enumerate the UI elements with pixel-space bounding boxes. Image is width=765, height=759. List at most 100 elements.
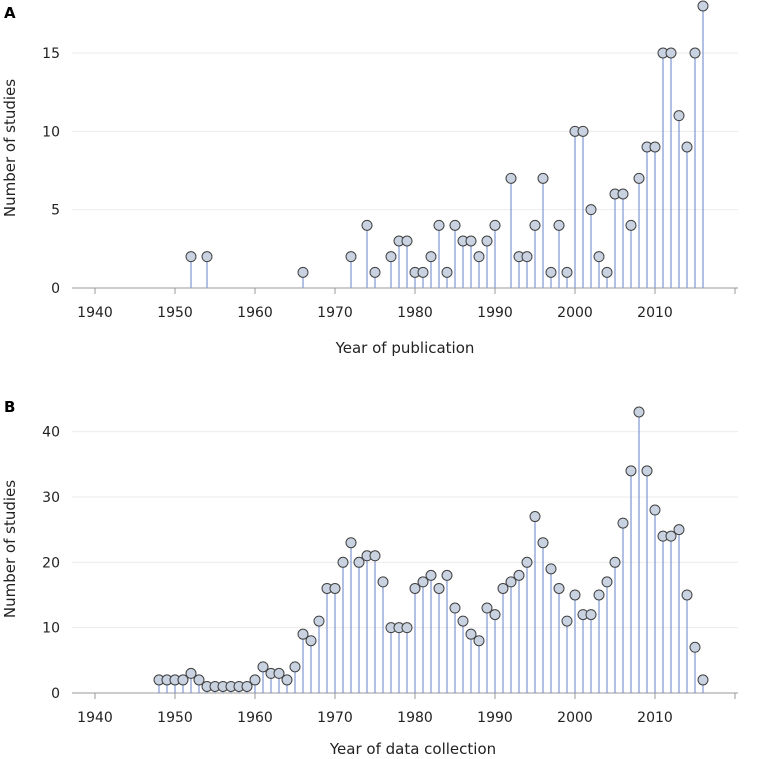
- data-point-1959: [241, 680, 253, 692]
- data-point-1974: [361, 219, 373, 231]
- data-point-1954: [201, 251, 213, 263]
- data-point-1996: [537, 537, 549, 549]
- data-point-1952: [185, 251, 197, 263]
- data-point-1952: [185, 667, 197, 679]
- panel-b-label: B: [4, 398, 15, 416]
- data-point-1997: [545, 266, 557, 278]
- x-tick-label-1990: 1990: [477, 305, 513, 321]
- panel-b-x-ticks: 1940 1950 1960 1970 1980 1990 2000 2010: [77, 693, 736, 726]
- data-point-1980: [409, 582, 421, 594]
- data-point-2012: [665, 530, 677, 542]
- data-point-2006: [617, 188, 629, 200]
- data-point-1996: [537, 172, 549, 184]
- data-point-2000: [569, 589, 581, 601]
- data-point-1972: [345, 537, 357, 549]
- data-point-2002: [585, 204, 597, 216]
- data-point-1997: [545, 563, 557, 575]
- data-point-2007: [625, 219, 637, 231]
- data-point-2013: [673, 524, 685, 536]
- data-point-1976: [377, 576, 389, 588]
- panel-a: A 1940 1950 1960 1970 1980 1990 2000 2010 0 5 10 1…: [1, 0, 738, 357]
- data-point-1987: [465, 235, 477, 247]
- panel-a-y-axis-title: Number of studies: [1, 79, 19, 217]
- data-point-2002: [585, 609, 597, 621]
- data-point-1985: [449, 602, 461, 614]
- data-point-1989: [481, 235, 493, 247]
- data-point-2010: [649, 141, 661, 153]
- data-point-1999: [561, 615, 573, 627]
- data-point-1981: [417, 266, 429, 278]
- panel-b-gridlines: [72, 431, 738, 629]
- data-point-1983: [433, 219, 445, 231]
- data-point-1970: [329, 582, 341, 594]
- data-point-2010: [649, 504, 661, 516]
- data-point-1979: [401, 622, 413, 634]
- data-point-1986: [457, 615, 469, 627]
- x-tick-label-1950: 1950: [157, 710, 193, 726]
- panel-a-x-axis-title: Year of publication: [335, 339, 475, 357]
- data-point-1973: [353, 556, 365, 568]
- y-tick-label-15: 15: [42, 46, 60, 62]
- data-point-1975: [369, 266, 381, 278]
- y-tick-label-5: 5: [51, 203, 60, 219]
- data-point-1972: [345, 251, 357, 263]
- panel-a-y-ticks: 0 5 10 15: [42, 46, 60, 297]
- data-point-1975: [369, 550, 381, 562]
- panel-a-gridlines: [72, 52, 738, 211]
- data-point-2004: [601, 576, 613, 588]
- data-point-1995: [529, 511, 541, 523]
- y-tick-label-10: 10: [42, 621, 60, 637]
- data-point-1992: [505, 576, 517, 588]
- x-tick-label-2010: 2010: [637, 710, 673, 726]
- data-point-1993: [513, 569, 525, 581]
- data-point-1998: [553, 582, 565, 594]
- data-point-1963: [273, 667, 285, 679]
- data-point-1994: [521, 556, 533, 568]
- data-point-1961: [257, 661, 269, 673]
- data-point-1991: [497, 582, 509, 594]
- x-tick-label-1970: 1970: [317, 710, 353, 726]
- panel-a-stems: [185, 0, 709, 288]
- x-tick-label-2000: 2000: [557, 710, 593, 726]
- data-point-1979: [401, 235, 413, 247]
- data-point-2013: [673, 110, 685, 122]
- y-tick-label-20: 20: [42, 555, 60, 571]
- data-point-1988: [473, 251, 485, 263]
- data-point-1999: [561, 266, 573, 278]
- data-point-1990: [489, 609, 501, 621]
- data-point-1987: [465, 628, 477, 640]
- x-tick-label-1980: 1980: [397, 305, 433, 321]
- data-point-1992: [505, 172, 517, 184]
- x-tick-label-1960: 1960: [237, 305, 273, 321]
- data-point-1989: [481, 602, 493, 614]
- data-point-1984: [441, 266, 453, 278]
- x-tick-label-1960: 1960: [237, 710, 273, 726]
- x-tick-label-2010: 2010: [637, 305, 673, 321]
- data-point-1977: [385, 251, 397, 263]
- data-point-2009: [641, 465, 653, 477]
- data-point-1988: [473, 635, 485, 647]
- panel-b-x-axis-title: Year of data collection: [329, 740, 496, 758]
- data-point-1965: [289, 661, 301, 673]
- data-point-2014: [681, 141, 693, 153]
- x-tick-label-1940: 1940: [77, 305, 113, 321]
- data-point-1982: [425, 569, 437, 581]
- data-point-1981: [417, 576, 429, 588]
- data-point-2014: [681, 589, 693, 601]
- data-point-1966: [297, 628, 309, 640]
- x-tick-label-1940: 1940: [77, 710, 113, 726]
- data-point-2004: [601, 266, 613, 278]
- x-tick-label-1950: 1950: [157, 305, 193, 321]
- data-point-2005: [609, 556, 621, 568]
- data-point-1990: [489, 219, 501, 231]
- panel-a-label: A: [4, 4, 16, 22]
- y-tick-label-30: 30: [42, 490, 60, 506]
- data-point-2006: [617, 517, 629, 529]
- panel-b-stems: [153, 406, 709, 693]
- data-point-1967: [305, 635, 317, 647]
- data-point-2008: [633, 172, 645, 184]
- data-point-2012: [665, 47, 677, 59]
- x-tick-label-1980: 1980: [397, 710, 433, 726]
- data-point-1953: [193, 674, 205, 686]
- data-point-1971: [337, 556, 349, 568]
